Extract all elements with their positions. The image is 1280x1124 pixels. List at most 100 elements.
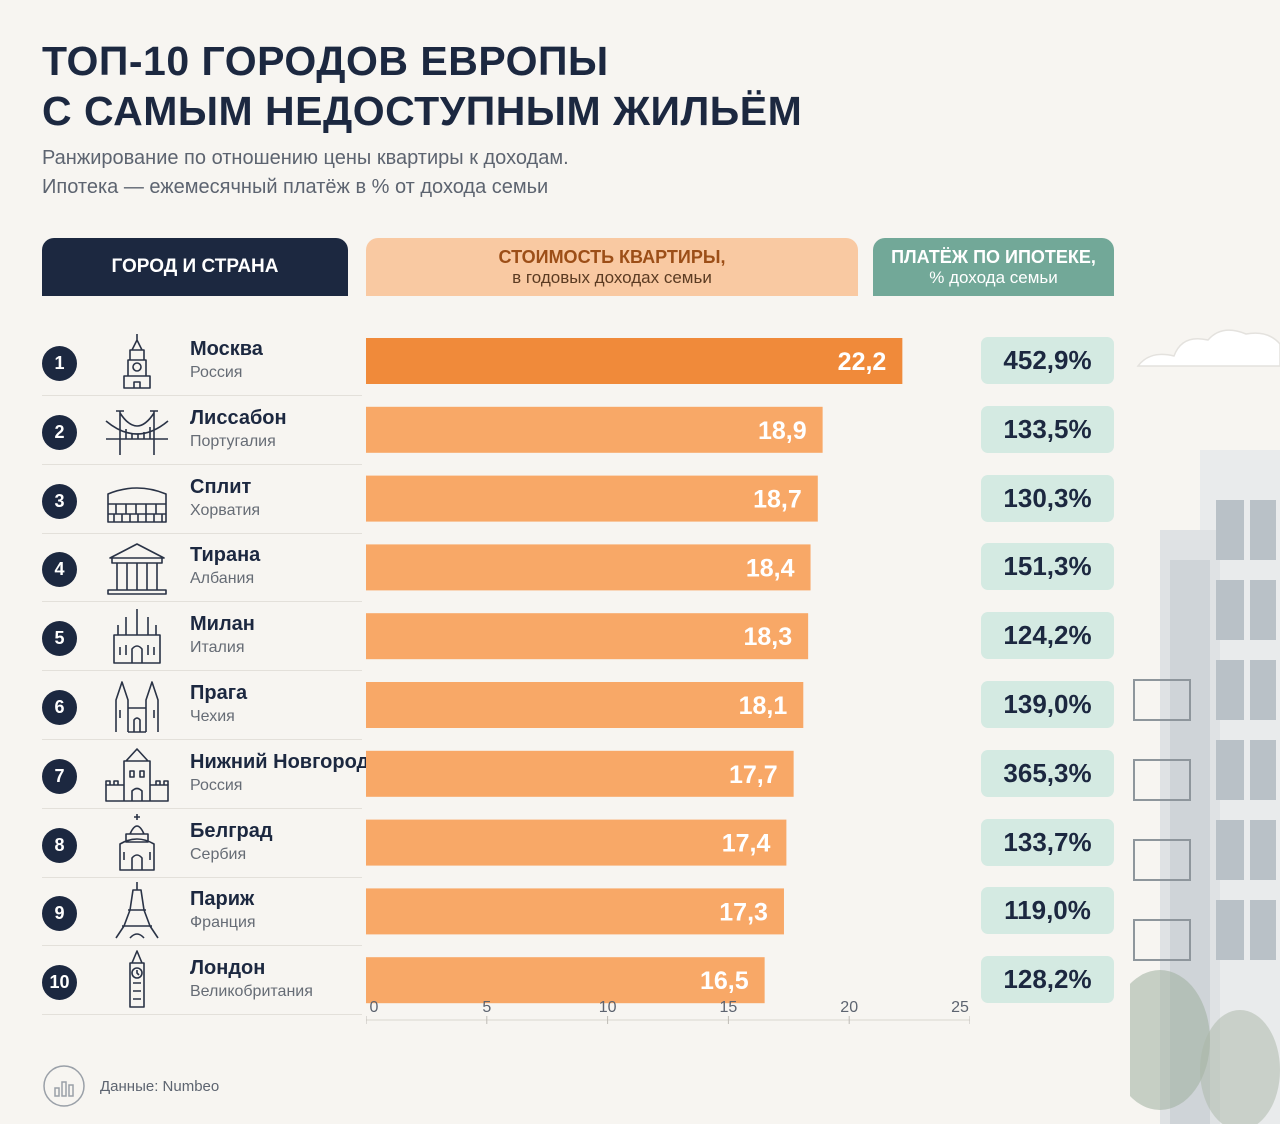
city-name: Париж: [190, 888, 255, 911]
cathedral-icon: [102, 605, 172, 667]
mortgage-value: 151,3%: [981, 543, 1114, 591]
bar: [366, 406, 823, 453]
header-mortgage: ПЛАТЁЖ ПО ИПОТЕКЕ, % дохода семьи: [873, 238, 1114, 296]
bar-value-label: 17,3: [719, 898, 768, 926]
rank-badge: 2: [42, 414, 77, 450]
bar-value-label: 16,5: [700, 967, 749, 995]
subtitle-line-2: Ипотека — ежемесячный платёж в % от дохо…: [42, 176, 549, 198]
title-line-2: С САМЫМ НЕДОСТУПНЫМ ЖИЛЬЁМ: [42, 88, 803, 134]
bar: [366, 957, 765, 1004]
bar: [366, 475, 818, 522]
city-name: Белград: [190, 819, 273, 842]
country-name: Россия: [190, 364, 243, 381]
bar: [366, 544, 811, 591]
bar-chart: 22,2 18,9 18,7 18,4 18,3 18,1 17,7 17,4 17,3 16,5…: [366, 338, 970, 1024]
city-name: Лиссабон: [190, 406, 287, 429]
building-decoration: [1130, 450, 1280, 1124]
source-text: Данные: Numbeo: [100, 1077, 220, 1095]
bar-value-label: 17,7: [729, 761, 778, 789]
bar-value-label: 18,7: [753, 486, 802, 514]
rank-badge: 4: [42, 552, 77, 588]
subtitle-line-1: Ранжирование по отношению цены квартиры …: [42, 147, 569, 169]
mortgage-value: 119,0%: [981, 887, 1114, 935]
table-row: 7 Нижний Новгород Россия 365,3%: [42, 739, 1114, 809]
bar: [366, 819, 787, 866]
header-cost-subtitle: в годовых доходах семьи: [512, 267, 712, 287]
header-mortgage-title: ПЛАТЁЖ ПО ИПОТЕКЕ,: [891, 246, 1096, 267]
header-city: ГОРОД И СТРАНА: [42, 238, 348, 296]
country-name: Чехия: [190, 708, 235, 725]
mortgage-value: 452,9%: [981, 337, 1114, 384]
x-tick-label: 20: [840, 999, 858, 1016]
city-name: Москва: [190, 338, 263, 360]
bar-value-label: 22,2: [838, 348, 887, 376]
row-divider: [42, 739, 362, 740]
x-tick-label: 10: [599, 999, 617, 1016]
eiffel-tower-icon: [102, 880, 172, 942]
bar-chart-icon: [43, 1065, 85, 1107]
header-cost-title: СТОИМОСТЬ КВАРТИРЫ,: [498, 246, 726, 267]
rank-badge: 10: [42, 965, 77, 1001]
bar: [366, 750, 794, 797]
row-divider: [42, 807, 362, 809]
country-name: Россия: [190, 776, 243, 794]
table-row: 9 Париж Франция 119,0%: [42, 876, 1114, 947]
mortgage-value: 139,0%: [981, 681, 1114, 728]
bar-value-label: 17,4: [722, 830, 771, 858]
footer: Данные: Numbeo: [42, 1064, 219, 1108]
row-divider: [42, 945, 362, 947]
table-row: 3 Сплит Хорватия 130,3%: [42, 464, 1114, 534]
bar-value-label: 18,9: [758, 417, 807, 445]
mortgage-value: 133,7%: [981, 818, 1114, 866]
rank-badge: 3: [42, 483, 77, 519]
table-row: 4 Тирана Албания 151,3%: [42, 532, 1114, 603]
bar: [366, 613, 809, 660]
row-divider: [42, 1014, 362, 1016]
country-name: Сербия: [190, 845, 247, 863]
title-line-1: ТОП-10 ГОРОДОВ ЕВРОПЫ: [42, 38, 609, 84]
bar-value-label: 18,4: [746, 554, 795, 582]
bar: [366, 682, 804, 728]
city-name: Милан: [190, 613, 255, 636]
rank-badge: 9: [42, 896, 77, 932]
city-name: Сплит: [190, 475, 252, 498]
country-name: Португалия: [190, 432, 276, 450]
rank-badge: 7: [42, 758, 77, 794]
country-name: Албания: [190, 570, 255, 588]
city-name: Нижний Новгород: [190, 750, 370, 773]
row-divider: [42, 670, 362, 672]
cloud-decoration: [1136, 329, 1280, 367]
bar: [366, 888, 784, 935]
gothic-church-icon: [102, 674, 172, 736]
x-tick-label: 15: [720, 999, 738, 1016]
table-row: 1 Москва Россия 452,9%: [42, 326, 1114, 396]
fortress-tower-icon: [102, 743, 172, 805]
x-tick-label: 5: [482, 999, 491, 1016]
colosseum-icon: [102, 468, 172, 530]
header-city-label: ГОРОД И СТРАНА: [111, 256, 279, 277]
rank-badge: 8: [42, 827, 77, 863]
rank-badge: 5: [42, 621, 77, 657]
church-dome-icon: [102, 812, 172, 874]
row-divider: [42, 463, 362, 465]
bar: [366, 338, 903, 384]
header-cost: СТОИМОСТЬ КВАРТИРЫ, в годовых доходах се…: [366, 238, 858, 296]
city-name: Тирана: [190, 544, 261, 567]
mortgage-value: 128,2%: [981, 956, 1114, 1004]
country-name: Франция: [190, 914, 256, 932]
x-tick-label: 25: [951, 999, 969, 1016]
country-name: Хорватия: [190, 501, 261, 519]
bridge-icon: [102, 399, 172, 461]
kremlin-tower-icon: [102, 330, 172, 392]
city-name: Прага: [190, 682, 248, 704]
table-row: 10 Лондон Великобритания 128,2%: [42, 945, 1114, 1016]
city-name: Лондон: [190, 957, 266, 980]
row-divider: [42, 601, 362, 603]
row-divider: [42, 532, 362, 534]
subtitle: Ранжирование по отношению цены квартиры …: [42, 144, 569, 202]
bar-value-label: 18,1: [739, 692, 788, 720]
temple-icon: [102, 536, 172, 598]
mortgage-value: 133,5%: [981, 405, 1114, 453]
table-row: 2 Лиссабон Португалия 133,5%: [42, 395, 1114, 465]
rank-badge: 6: [42, 690, 77, 725]
